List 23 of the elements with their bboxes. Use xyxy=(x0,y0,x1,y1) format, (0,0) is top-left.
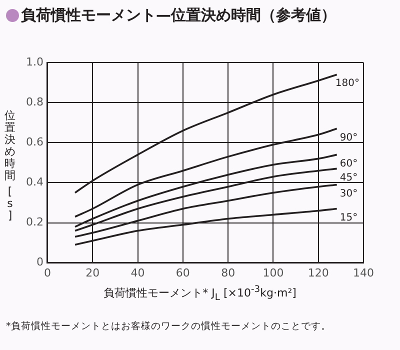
text: *負荷慣性モーメントとはお客様のワークの慣性モーメントのことです。 xyxy=(6,320,331,333)
x-tick-label: 80 xyxy=(221,266,236,280)
x-tick-label: 120 xyxy=(308,266,329,280)
series-label: 15° xyxy=(340,212,358,224)
series-label: 60° xyxy=(340,158,358,170)
x-tick-label: 140 xyxy=(353,266,374,280)
y-tick-label: 0.4 xyxy=(26,176,44,189)
x-tick-label: 20 xyxy=(86,266,100,280)
y-tick-label: 0 xyxy=(36,256,44,269)
chart-title: 負荷慣性モーメント—位置決め時間（参考値） xyxy=(21,6,336,25)
series-label: 180° xyxy=(335,78,360,90)
y-tick-label: 0.6 xyxy=(26,136,44,149)
y-tick-label: 1.0 xyxy=(26,55,44,68)
series-label: 45° xyxy=(340,172,358,184)
y-tick-label: 0.8 xyxy=(26,96,44,108)
x-tick-label: 40 xyxy=(130,266,145,280)
series-label: 30° xyxy=(340,188,358,200)
x-tick-label: 60 xyxy=(176,266,190,280)
x-axis-title: 負荷慣性モーメント* J$_{L}$ [×10$^{-3}$kg·m²] xyxy=(102,284,298,303)
x-tick-label: 100 xyxy=(262,266,284,280)
text: 位置決め時間 [s] xyxy=(4,109,16,222)
series-label: 90° xyxy=(340,132,358,144)
y-tick-label: 0.2 xyxy=(26,216,44,229)
